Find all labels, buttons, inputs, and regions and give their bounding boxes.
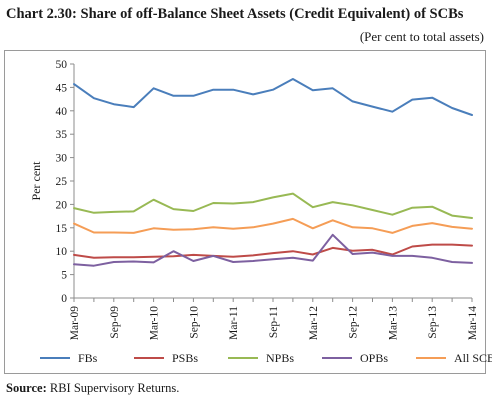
series-line-opbs [73, 233, 473, 267]
legend-label-psbs: PSBs [172, 351, 198, 365]
source-text: RBI Supervisory Returns. [46, 381, 180, 395]
x-tick-label: Mar-14 [467, 306, 479, 341]
chart-series [73, 78, 473, 267]
legend-label-npbs: NPBs [266, 351, 294, 365]
y-tick-label: 0 [61, 293, 67, 305]
y-tick-label: 20 [56, 199, 68, 211]
y-tick-label: 25 [56, 176, 68, 188]
y-tick-label: 50 [56, 59, 68, 71]
chart-frame [4, 50, 486, 374]
y-tick-label: 30 [56, 153, 68, 165]
chart-axes: 0 5 10 15 20 25 30 35 40 45 50 Per cent Mar-09 Sep-09… [29, 59, 479, 340]
x-tick-label: Mar-09 [69, 306, 81, 341]
legend-label-opbs: OPBs [360, 351, 388, 365]
series-line-psbs [73, 243, 473, 259]
legend-label-fbs: FBs [78, 351, 98, 365]
x-tick-label: Sep-12 [348, 306, 360, 339]
x-tick-label: Sep-11 [268, 306, 280, 338]
source-note: Source: RBI Supervisory Returns. [6, 381, 179, 396]
x-tick-label: Mar-12 [308, 306, 320, 341]
x-tick-label: Mar-13 [387, 306, 399, 341]
legend-label-all-scbs: All SCBs [454, 351, 492, 365]
x-tick-label: Sep-13 [427, 306, 439, 339]
x-tick-label: Mar-10 [149, 306, 161, 341]
y-tick-label: 15 [56, 223, 68, 235]
series-line-npbs [73, 192, 473, 219]
y-tick-label: 45 [56, 82, 68, 94]
series-line-fbs [73, 78, 473, 116]
chart-subtitle: (Per cent to total assets) [359, 29, 484, 44]
source-label: Source: [6, 381, 47, 395]
x-tick-label: Sep-09 [109, 306, 121, 339]
y-tick-label: 35 [56, 129, 68, 141]
line-chart: 0 5 10 15 20 25 30 35 40 45 50 Per cent Mar-09 Sep-09… [29, 59, 492, 365]
series-line-all-scbs [73, 217, 473, 234]
y-tick-label: 40 [56, 106, 68, 118]
chart-title: Chart 2.30: Share of off-Balance Sheet A… [6, 6, 464, 22]
chart-legend: FBs PSBs NPBs OPBs All SCBs [40, 351, 492, 365]
y-tick-label: 5 [61, 270, 67, 282]
x-tick-label: Sep-10 [188, 306, 200, 339]
y-tick-label: 10 [56, 246, 68, 258]
y-axis-title: Per cent [29, 161, 43, 201]
x-tick-label: Mar-11 [228, 306, 240, 340]
